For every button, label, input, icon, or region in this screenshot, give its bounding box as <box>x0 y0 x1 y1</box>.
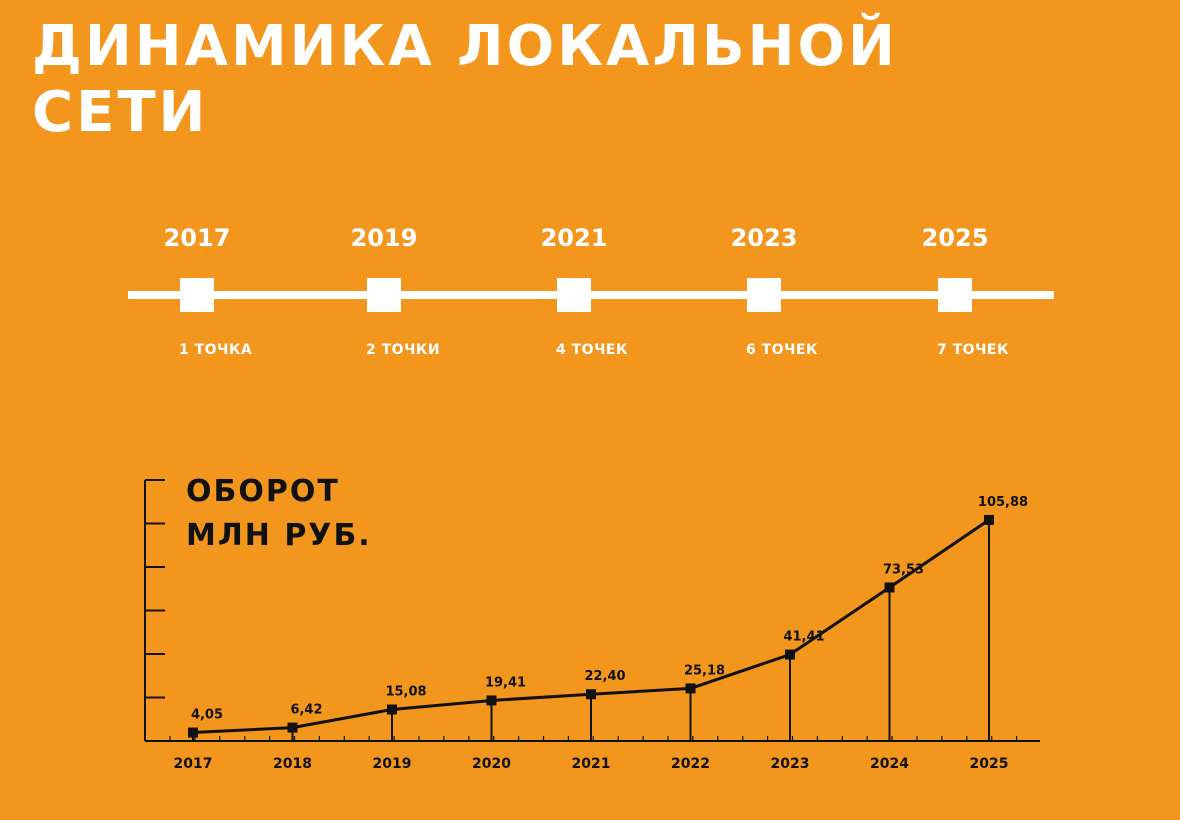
timeline-marker <box>938 278 972 312</box>
data-label: 25,18 <box>684 663 725 678</box>
data-point <box>486 695 497 706</box>
data-point <box>884 582 895 593</box>
data-point <box>287 722 298 733</box>
timeline-year: 2019 <box>351 224 418 252</box>
data-label: 6,42 <box>290 703 322 718</box>
x-tick-label: 2021 <box>572 756 611 772</box>
page-title-line-1: Динамика локальной <box>32 14 898 79</box>
page-title-line-2: сети <box>32 80 209 145</box>
data-point <box>586 689 596 700</box>
timeline-label: 7 ТОЧЕК <box>937 342 1009 358</box>
data-label: 41,41 <box>783 630 824 645</box>
timeline-marker <box>747 278 781 312</box>
timeline-year: 2025 <box>922 224 989 252</box>
x-tick-label: 2018 <box>273 756 312 772</box>
data-label: 73,53 <box>883 562 924 577</box>
chart-title-line-2: МЛН РУБ. <box>186 518 372 553</box>
timeline-year: 2023 <box>731 224 798 252</box>
x-tick-label: 2025 <box>970 756 1009 772</box>
x-tick-label: 2023 <box>771 756 810 772</box>
timeline-year: 2017 <box>164 224 231 252</box>
timeline-year: 2021 <box>541 224 608 252</box>
x-tick-label: 2022 <box>671 756 710 772</box>
timeline-marker <box>557 278 591 312</box>
timeline-label: 1 ТОЧКА <box>179 342 252 358</box>
x-tick-label: 2019 <box>373 756 412 772</box>
timeline-label: 6 ТОЧЕК <box>746 342 818 358</box>
x-tick-label: 2024 <box>870 756 909 772</box>
data-point <box>785 649 795 660</box>
data-point <box>685 683 696 694</box>
timeline-marker <box>180 278 214 312</box>
data-point <box>188 727 198 738</box>
data-label: 22,40 <box>584 669 625 684</box>
data-point <box>984 514 994 525</box>
chart-title-line-1: ОБОРОТ <box>186 474 340 509</box>
x-tick-label: 2020 <box>472 756 511 772</box>
x-tick-label: 2017 <box>174 756 213 772</box>
data-point <box>387 704 397 715</box>
timeline-label: 2 ТОЧКИ <box>366 342 440 358</box>
data-label: 15,08 <box>385 685 426 700</box>
data-label: 19,41 <box>485 675 526 690</box>
timeline-marker <box>367 278 401 312</box>
data-label: 105,88 <box>978 495 1028 510</box>
page-title: Динамика локальной сети <box>32 14 932 146</box>
timeline-label: 4 ТОЧЕК <box>556 342 628 358</box>
data-label: 4,05 <box>191 708 223 723</box>
